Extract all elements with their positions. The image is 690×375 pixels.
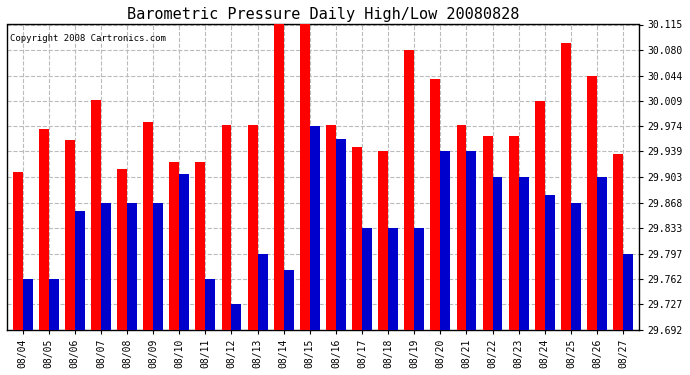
Bar bbox=[545, 195, 555, 330]
Bar bbox=[404, 50, 414, 330]
Bar bbox=[587, 76, 597, 330]
Bar bbox=[12, 172, 23, 330]
Bar bbox=[23, 279, 32, 330]
Bar bbox=[39, 129, 49, 330]
Bar bbox=[231, 304, 241, 330]
Bar bbox=[457, 126, 466, 330]
Bar bbox=[613, 154, 623, 330]
Bar bbox=[206, 279, 215, 330]
Bar bbox=[535, 101, 545, 330]
Text: Copyright 2008 Cartronics.com: Copyright 2008 Cartronics.com bbox=[10, 34, 166, 43]
Bar bbox=[153, 202, 163, 330]
Bar bbox=[509, 136, 519, 330]
Bar bbox=[336, 139, 346, 330]
Bar bbox=[378, 151, 388, 330]
Bar bbox=[65, 140, 75, 330]
Bar bbox=[571, 202, 581, 330]
Bar bbox=[482, 136, 493, 330]
Bar bbox=[169, 162, 179, 330]
Bar bbox=[49, 279, 59, 330]
Bar bbox=[300, 21, 310, 330]
Bar bbox=[466, 152, 476, 330]
Bar bbox=[284, 270, 294, 330]
Bar bbox=[127, 202, 137, 330]
Bar bbox=[221, 126, 231, 330]
Bar bbox=[362, 228, 372, 330]
Bar bbox=[623, 254, 633, 330]
Bar bbox=[493, 177, 502, 330]
Bar bbox=[326, 126, 336, 330]
Bar bbox=[101, 202, 111, 330]
Title: Barometric Pressure Daily High/Low 20080828: Barometric Pressure Daily High/Low 20080… bbox=[127, 7, 519, 22]
Bar bbox=[352, 147, 362, 330]
Bar bbox=[257, 254, 268, 330]
Bar bbox=[144, 122, 153, 330]
Bar bbox=[248, 126, 257, 330]
Bar bbox=[388, 228, 398, 330]
Bar bbox=[274, 21, 284, 330]
Bar bbox=[414, 228, 424, 330]
Bar bbox=[440, 152, 451, 330]
Bar bbox=[91, 100, 101, 330]
Bar bbox=[75, 211, 85, 330]
Bar bbox=[519, 177, 529, 330]
Bar bbox=[431, 79, 440, 330]
Bar bbox=[195, 162, 206, 330]
Bar bbox=[561, 42, 571, 330]
Bar bbox=[597, 177, 607, 330]
Bar bbox=[310, 126, 319, 330]
Bar bbox=[179, 174, 189, 330]
Bar bbox=[117, 169, 127, 330]
